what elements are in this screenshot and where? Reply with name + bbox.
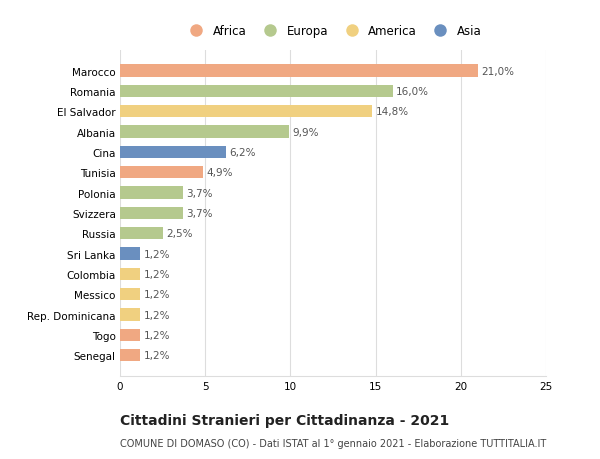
Bar <box>120 309 140 321</box>
Bar <box>120 85 392 98</box>
Text: 4,9%: 4,9% <box>207 168 233 178</box>
Bar <box>120 329 140 341</box>
Text: 3,7%: 3,7% <box>187 208 213 218</box>
Text: 6,2%: 6,2% <box>229 148 256 157</box>
Text: 21,0%: 21,0% <box>481 67 514 76</box>
Bar <box>120 207 183 219</box>
Bar <box>120 248 140 260</box>
Text: 1,2%: 1,2% <box>144 290 170 300</box>
Bar <box>120 65 478 78</box>
Bar <box>120 268 140 280</box>
Text: 1,2%: 1,2% <box>144 269 170 279</box>
Bar <box>120 187 183 199</box>
Text: 14,8%: 14,8% <box>376 107 409 117</box>
Bar <box>120 289 140 301</box>
Bar <box>120 167 203 179</box>
Bar <box>120 146 226 159</box>
Text: 3,7%: 3,7% <box>187 188 213 198</box>
Text: 1,2%: 1,2% <box>144 310 170 320</box>
Text: 1,2%: 1,2% <box>144 330 170 340</box>
Text: Cittadini Stranieri per Cittadinanza - 2021: Cittadini Stranieri per Cittadinanza - 2… <box>120 413 449 427</box>
Bar <box>120 228 163 240</box>
Text: 1,2%: 1,2% <box>144 351 170 360</box>
Legend: Africa, Europa, America, Asia: Africa, Europa, America, Asia <box>179 21 487 43</box>
Text: 9,9%: 9,9% <box>292 127 319 137</box>
Text: 16,0%: 16,0% <box>396 87 429 97</box>
Bar <box>120 349 140 362</box>
Text: 1,2%: 1,2% <box>144 249 170 259</box>
Bar <box>120 106 372 118</box>
Bar <box>120 126 289 138</box>
Text: COMUNE DI DOMASO (CO) - Dati ISTAT al 1° gennaio 2021 - Elaborazione TUTTITALIA.: COMUNE DI DOMASO (CO) - Dati ISTAT al 1°… <box>120 438 546 448</box>
Text: 2,5%: 2,5% <box>166 229 193 239</box>
